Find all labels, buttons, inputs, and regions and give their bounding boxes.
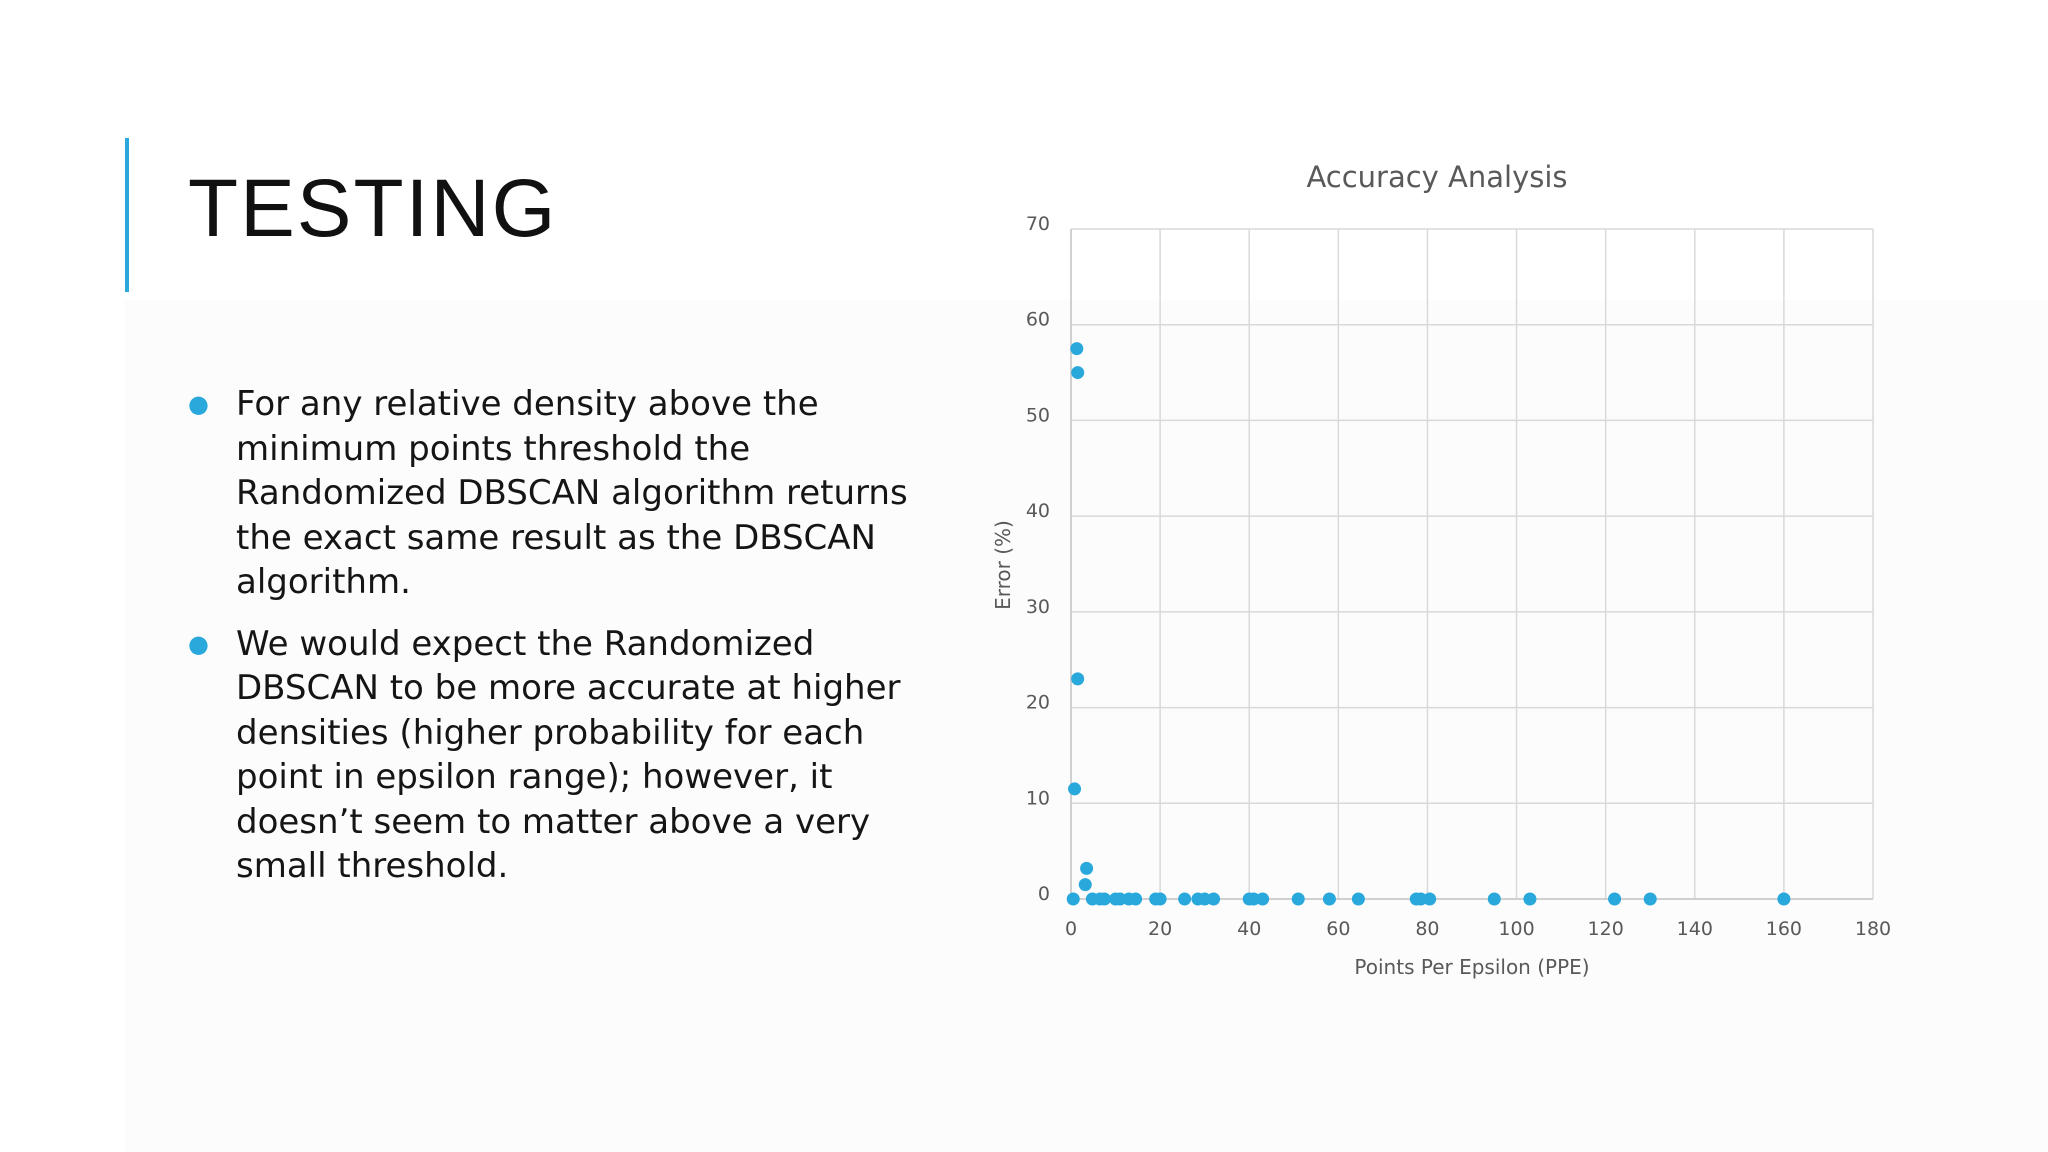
data-point: [1071, 366, 1085, 380]
chart-svg: 0 20 40 60 80 100 120 140 160 180010203040506070 …: [991, 160, 1891, 979]
bullet-dot-icon: ●: [188, 390, 209, 418]
data-point: [1777, 892, 1791, 906]
data-point: [1423, 892, 1437, 906]
bullet-list: ● For any relative density above the min…: [188, 382, 908, 906]
chart-axes: [1070, 229, 1873, 900]
x-tick-label: 40: [1237, 918, 1261, 940]
chart-grid: [1070, 228, 1874, 900]
y-tick-label: 70: [1026, 213, 1050, 235]
title-accent-bar: [125, 138, 129, 292]
x-tick-label: 80: [1415, 918, 1439, 940]
data-point: [1198, 892, 1212, 906]
data-point: [1178, 892, 1192, 906]
data-point: [1066, 892, 1080, 906]
y-tick-label: 60: [1026, 309, 1050, 331]
data-point: [1487, 892, 1501, 906]
data-point: [1414, 892, 1428, 906]
x-tick-label: 100: [1498, 918, 1534, 940]
x-tick-label: 140: [1677, 918, 1713, 940]
accuracy-chart: 0 20 40 60 80 100 120 140 160 180 0 10 20 30 40 50 60 70 …: [960, 140, 1960, 1000]
x-tick-label: 160: [1766, 918, 1802, 940]
data-point: [1247, 892, 1261, 906]
chart-title: Accuracy Analysis: [1306, 160, 1567, 194]
data-point: [1080, 861, 1094, 875]
y-tick-label: 0: [1038, 883, 1050, 905]
x-axis-label: Points Per Epsilon (PPE): [1354, 955, 1589, 979]
chart-ticks: 0 20 40 60 80 100 120 140 160 180 0 10 20 30 40 50 60 70: [1026, 213, 1891, 940]
y-tick-label: 50: [1026, 404, 1050, 426]
data-point: [1129, 892, 1143, 906]
y-tick-label: 20: [1026, 692, 1050, 714]
data-point: [1256, 892, 1270, 906]
chart-points: [1066, 342, 1791, 906]
x-tick-label: 60: [1326, 918, 1350, 940]
data-point: [1643, 892, 1657, 906]
x-tick-label: 180: [1855, 918, 1891, 940]
bullet-text: For any relative density above the minim…: [236, 384, 908, 602]
x-tick-label: 120: [1588, 918, 1624, 940]
data-point: [1291, 892, 1305, 906]
data-point: [1523, 892, 1537, 906]
y-tick-label: 30: [1026, 596, 1050, 618]
bullet-item: ● We would expect the Randomized DBSCAN …: [188, 622, 908, 889]
data-point: [1070, 342, 1084, 356]
y-axis-label: Error (%): [991, 520, 1015, 610]
data-point: [1351, 892, 1365, 906]
bullet-dot-icon: ●: [188, 629, 209, 658]
data-point: [1113, 892, 1127, 906]
data-point: [1071, 672, 1085, 686]
x-tick-label: 0: [1065, 918, 1077, 940]
bullet-text: We would expect the Randomized DBSCAN to…: [236, 623, 901, 887]
data-point: [1097, 892, 1111, 906]
bullet-item: ● For any relative density above the min…: [188, 382, 908, 605]
data-point: [1608, 892, 1622, 906]
y-tick-label: 10: [1026, 787, 1050, 809]
data-point: [1322, 892, 1336, 906]
data-point: [1153, 892, 1167, 906]
x-tick-label: 20: [1148, 918, 1172, 940]
data-point: [1068, 782, 1082, 796]
data-point: [1078, 878, 1092, 892]
content-panel: [125, 300, 2048, 1152]
slide-title: TESTING: [188, 163, 558, 254]
y-tick-label: 40: [1026, 500, 1050, 522]
data-point: [1207, 892, 1221, 906]
